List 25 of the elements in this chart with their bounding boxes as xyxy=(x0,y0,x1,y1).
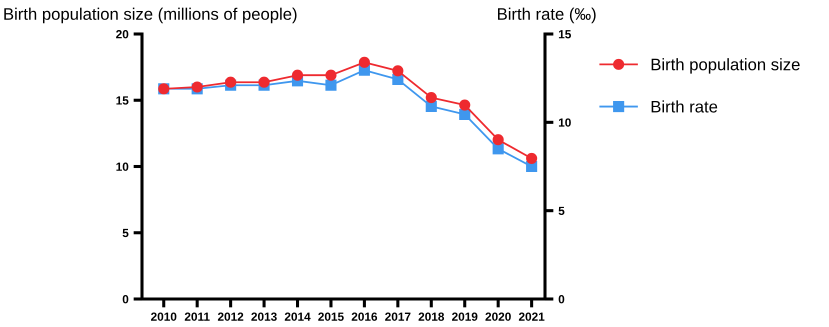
x-tick-label: 2016 xyxy=(352,312,378,321)
x-tick-label: 2010 xyxy=(151,312,176,321)
y-tick-label: 10 xyxy=(116,162,128,171)
y-tick-label: 0 xyxy=(122,295,128,304)
legend-label: Birth rate xyxy=(652,100,718,113)
x-tick-label: 2020 xyxy=(485,312,511,321)
y-tick-label: 20 xyxy=(116,30,128,38)
x-tick-label: 2012 xyxy=(218,312,244,321)
x-tick-label: 2015 xyxy=(318,312,344,321)
y2-tick-label: 5 xyxy=(558,206,564,216)
y-axis-title: Birth population size (millions of people) xyxy=(4,8,297,24)
x-tick-label: 2017 xyxy=(385,312,410,321)
y2-tick-label: 15 xyxy=(558,30,571,38)
x-tick-label: 2011 xyxy=(184,312,210,321)
x-tick-label: 2014 xyxy=(284,312,311,321)
y-tick-label: 5 xyxy=(122,228,128,238)
x-tick-label: 2021 xyxy=(518,312,544,321)
x-tick-label: 2019 xyxy=(452,312,478,321)
y2-tick-label: 10 xyxy=(558,118,571,127)
x-tick-label: 2018 xyxy=(418,312,444,321)
y-tick-label: 15 xyxy=(116,96,128,105)
x-tick-label: 2013 xyxy=(251,312,277,321)
legend-label: Birth population size xyxy=(652,58,800,74)
y2-tick-label: 0 xyxy=(558,295,564,304)
y2-axis-title: Birth rate (‰) xyxy=(498,8,596,24)
